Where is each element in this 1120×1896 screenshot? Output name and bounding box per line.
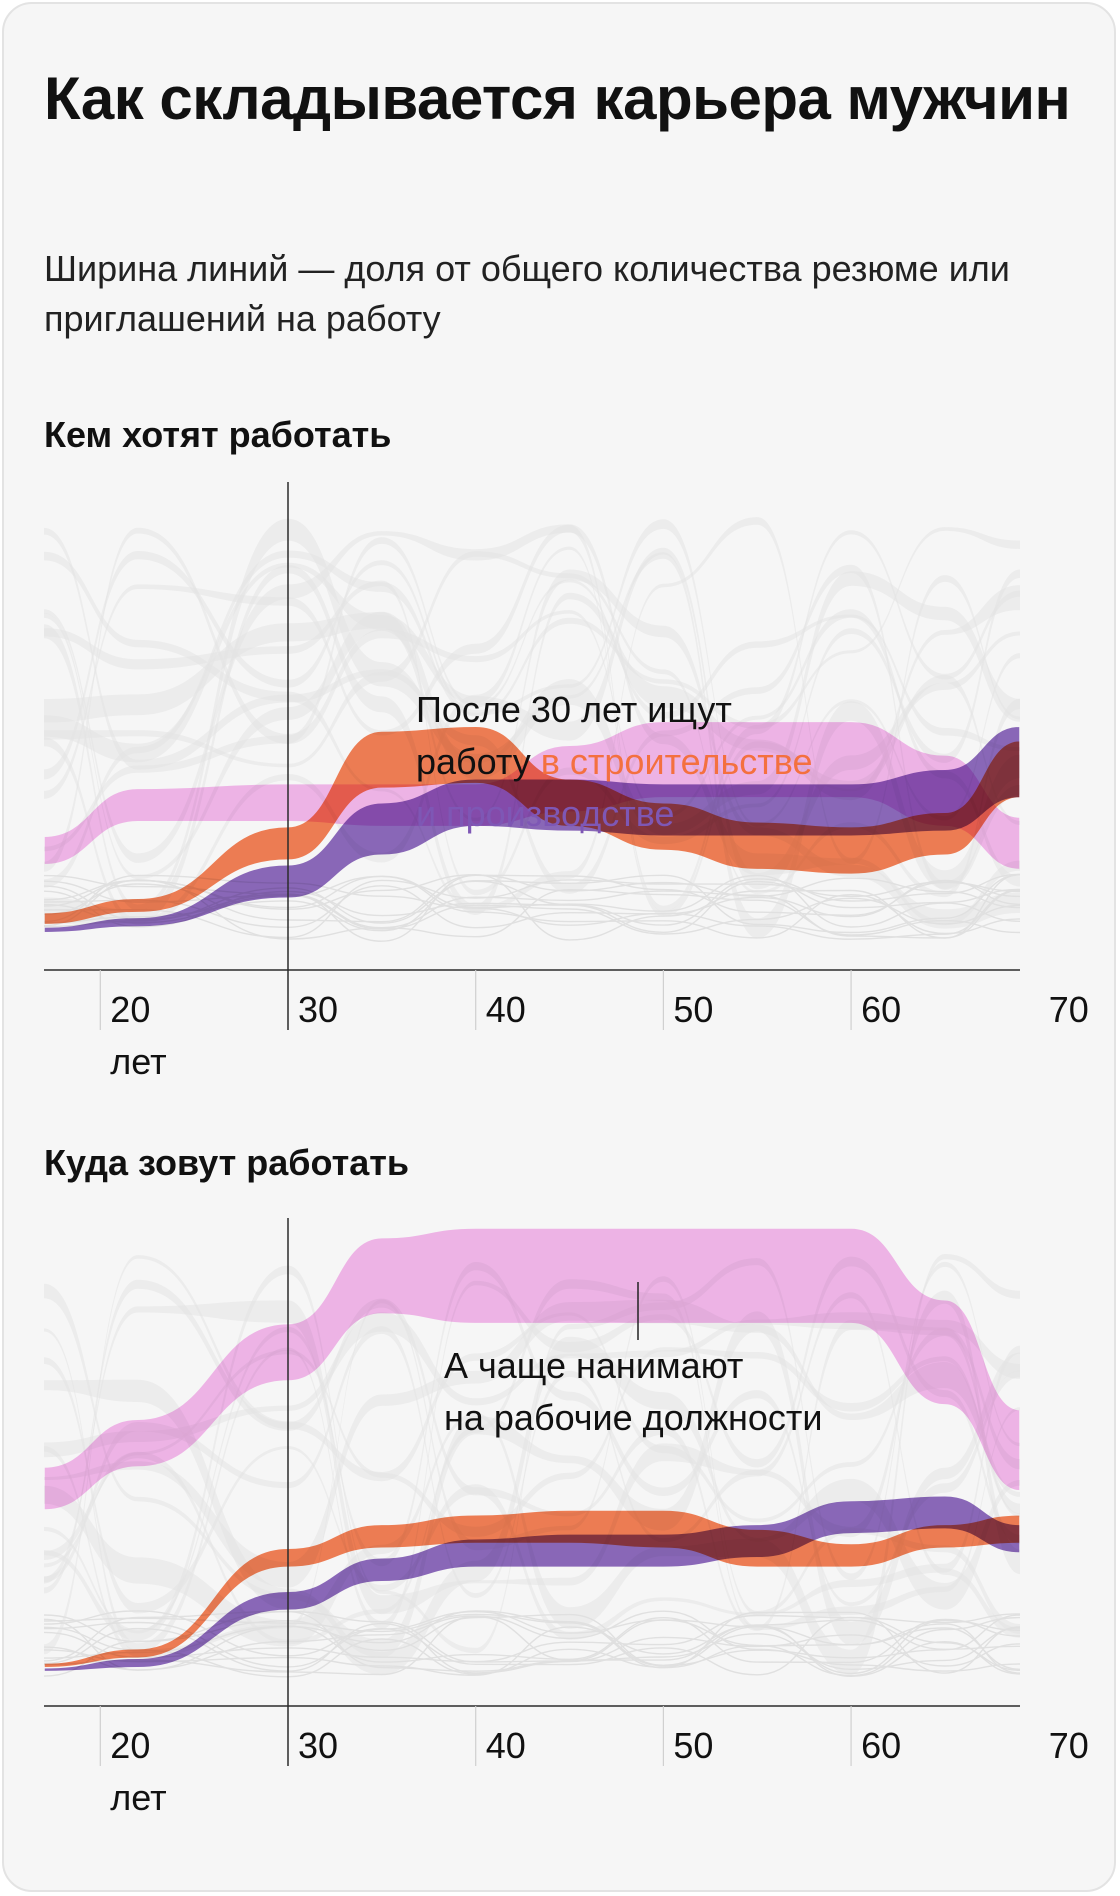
x-axis: 20 лет 30 40 50 60 70	[44, 482, 1089, 1082]
annotation-line: А чаще нанимают	[444, 1345, 743, 1386]
other-flow-line	[43, 1615, 1021, 1676]
annotation-highlight-construction: в строительстве	[541, 741, 813, 782]
other-flow-line	[43, 1624, 1021, 1678]
x-tick-label: 50	[673, 989, 713, 1030]
x-axis: 20 лет 30 40 50 60 70	[44, 1218, 1089, 1818]
x-tick-label: 20	[110, 989, 150, 1030]
x-tick-label: 70	[1049, 989, 1089, 1030]
page-title: Как складывается карьера мужчин	[44, 65, 1071, 132]
other-flow-line	[43, 1610, 1021, 1672]
x-tick-label: 40	[486, 989, 526, 1030]
other-flow-band	[44, 571, 1020, 880]
chart-want-to-work: 20 лет 30 40 50 60 70 После 30 лет ищут работу в…	[43, 482, 1089, 1082]
other-flow-line	[43, 1610, 1021, 1671]
other-flow-line	[43, 1622, 1021, 1674]
series-band-workers	[43, 1227, 1021, 1511]
x-tick-label: 40	[486, 1725, 526, 1766]
annotation-line: на рабочие должности	[444, 1397, 823, 1438]
other-flow-line	[43, 1611, 1021, 1678]
annotation: А чаще нанимают на рабочие должности	[444, 1282, 823, 1438]
annotation: После 30 лет ищут работу в строительстве и…	[416, 689, 812, 834]
x-tick-label: 60	[861, 1725, 901, 1766]
chart-1-title: Кем хотят работать	[44, 414, 392, 455]
x-tick-label: 60	[861, 989, 901, 1030]
chart-invited-to-work: 20 лет 30 40 50 60 70 А чаще нанимают на рабочие…	[43, 1218, 1089, 1818]
chart-2-title: Куда зовут работать	[44, 1142, 410, 1183]
annotation-line: После 30 лет ищут	[416, 689, 732, 730]
x-tick-label: 20	[110, 1725, 150, 1766]
other-flow-line	[43, 1610, 1021, 1676]
other-flow-line	[43, 879, 1021, 929]
x-tick-label: лет	[110, 1777, 166, 1818]
x-tick-label: 30	[298, 989, 338, 1030]
annotation-highlight-production: и производстве	[416, 793, 674, 834]
other-flow-line	[43, 1610, 1021, 1677]
annotation-text: работу	[416, 741, 541, 782]
other-flow-line	[43, 1613, 1021, 1663]
page-subtitle: Ширина линий — доля от общего количества…	[44, 248, 1010, 339]
x-tick-label: 50	[673, 1725, 713, 1766]
series-band-production	[43, 1494, 1021, 1673]
x-tick-label: 70	[1049, 1725, 1089, 1766]
annotation-line: работу в строительстве	[416, 741, 812, 782]
x-tick-label: 30	[298, 1725, 338, 1766]
x-tick-label: лет	[110, 1041, 166, 1082]
